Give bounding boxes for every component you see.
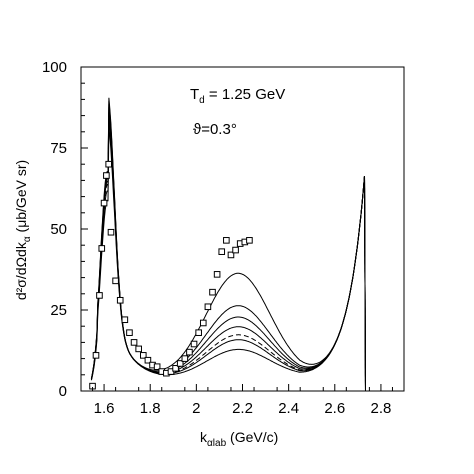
data-point xyxy=(246,237,253,244)
x-tick-label: 2.8 xyxy=(370,400,391,417)
x-axis-ticks: 1.6 1.8 2 2.2 2.4 2.6 2.8 xyxy=(92,384,393,417)
data-point xyxy=(213,271,221,278)
x-tick-label: 2.6 xyxy=(324,400,345,417)
data-point xyxy=(144,356,152,364)
data-point xyxy=(204,303,212,311)
data-point xyxy=(199,319,207,327)
x-tick-label: 1.8 xyxy=(140,400,161,417)
data-point xyxy=(107,228,115,236)
data-point xyxy=(227,251,235,259)
data-point xyxy=(105,160,112,168)
data-point xyxy=(209,288,216,296)
x-tick-label: 1.6 xyxy=(94,400,115,417)
y-tick-label: 75 xyxy=(50,140,67,157)
data-point xyxy=(223,237,230,244)
data-point xyxy=(190,340,198,348)
data-point xyxy=(172,365,179,372)
y-tick-label: 0 xyxy=(59,383,67,400)
data-point xyxy=(100,199,108,207)
y-tick-label: 25 xyxy=(50,302,67,319)
data-point xyxy=(218,248,226,255)
x-tick-label: 2 xyxy=(192,400,200,417)
model-curves xyxy=(90,97,371,392)
data-point xyxy=(92,352,100,359)
data-point xyxy=(96,292,103,299)
series-line xyxy=(90,126,371,392)
y-axis-label: d²σ/dΩdkα (μb/GeV sr) xyxy=(13,160,33,300)
data-point xyxy=(176,360,184,367)
data-point xyxy=(98,245,106,252)
data-point xyxy=(135,345,142,353)
y-tick-label: 100 xyxy=(42,59,67,76)
y-axis-ticks: 0 25 50 75 100 xyxy=(42,59,88,400)
data-point xyxy=(232,246,239,254)
data-point xyxy=(139,352,147,359)
data-point xyxy=(130,339,138,346)
data-point xyxy=(153,363,161,370)
data-point xyxy=(186,348,193,356)
data-point xyxy=(103,172,110,179)
x-axis-label: kαlab (GeV/c) xyxy=(200,429,278,449)
x-tick-label: 2.2 xyxy=(232,400,253,417)
angle-annotation: ϑ=0.3° xyxy=(193,121,237,138)
data-point xyxy=(121,316,129,324)
data-point xyxy=(126,329,133,336)
energy-annotation: Td = 1.25 GeV xyxy=(190,86,285,106)
data-point xyxy=(116,296,124,304)
x-tick-label: 2.4 xyxy=(278,400,299,417)
data-point xyxy=(181,355,189,362)
data-point xyxy=(195,329,202,336)
y-tick-label: 50 xyxy=(50,221,67,238)
data-point xyxy=(112,277,119,285)
